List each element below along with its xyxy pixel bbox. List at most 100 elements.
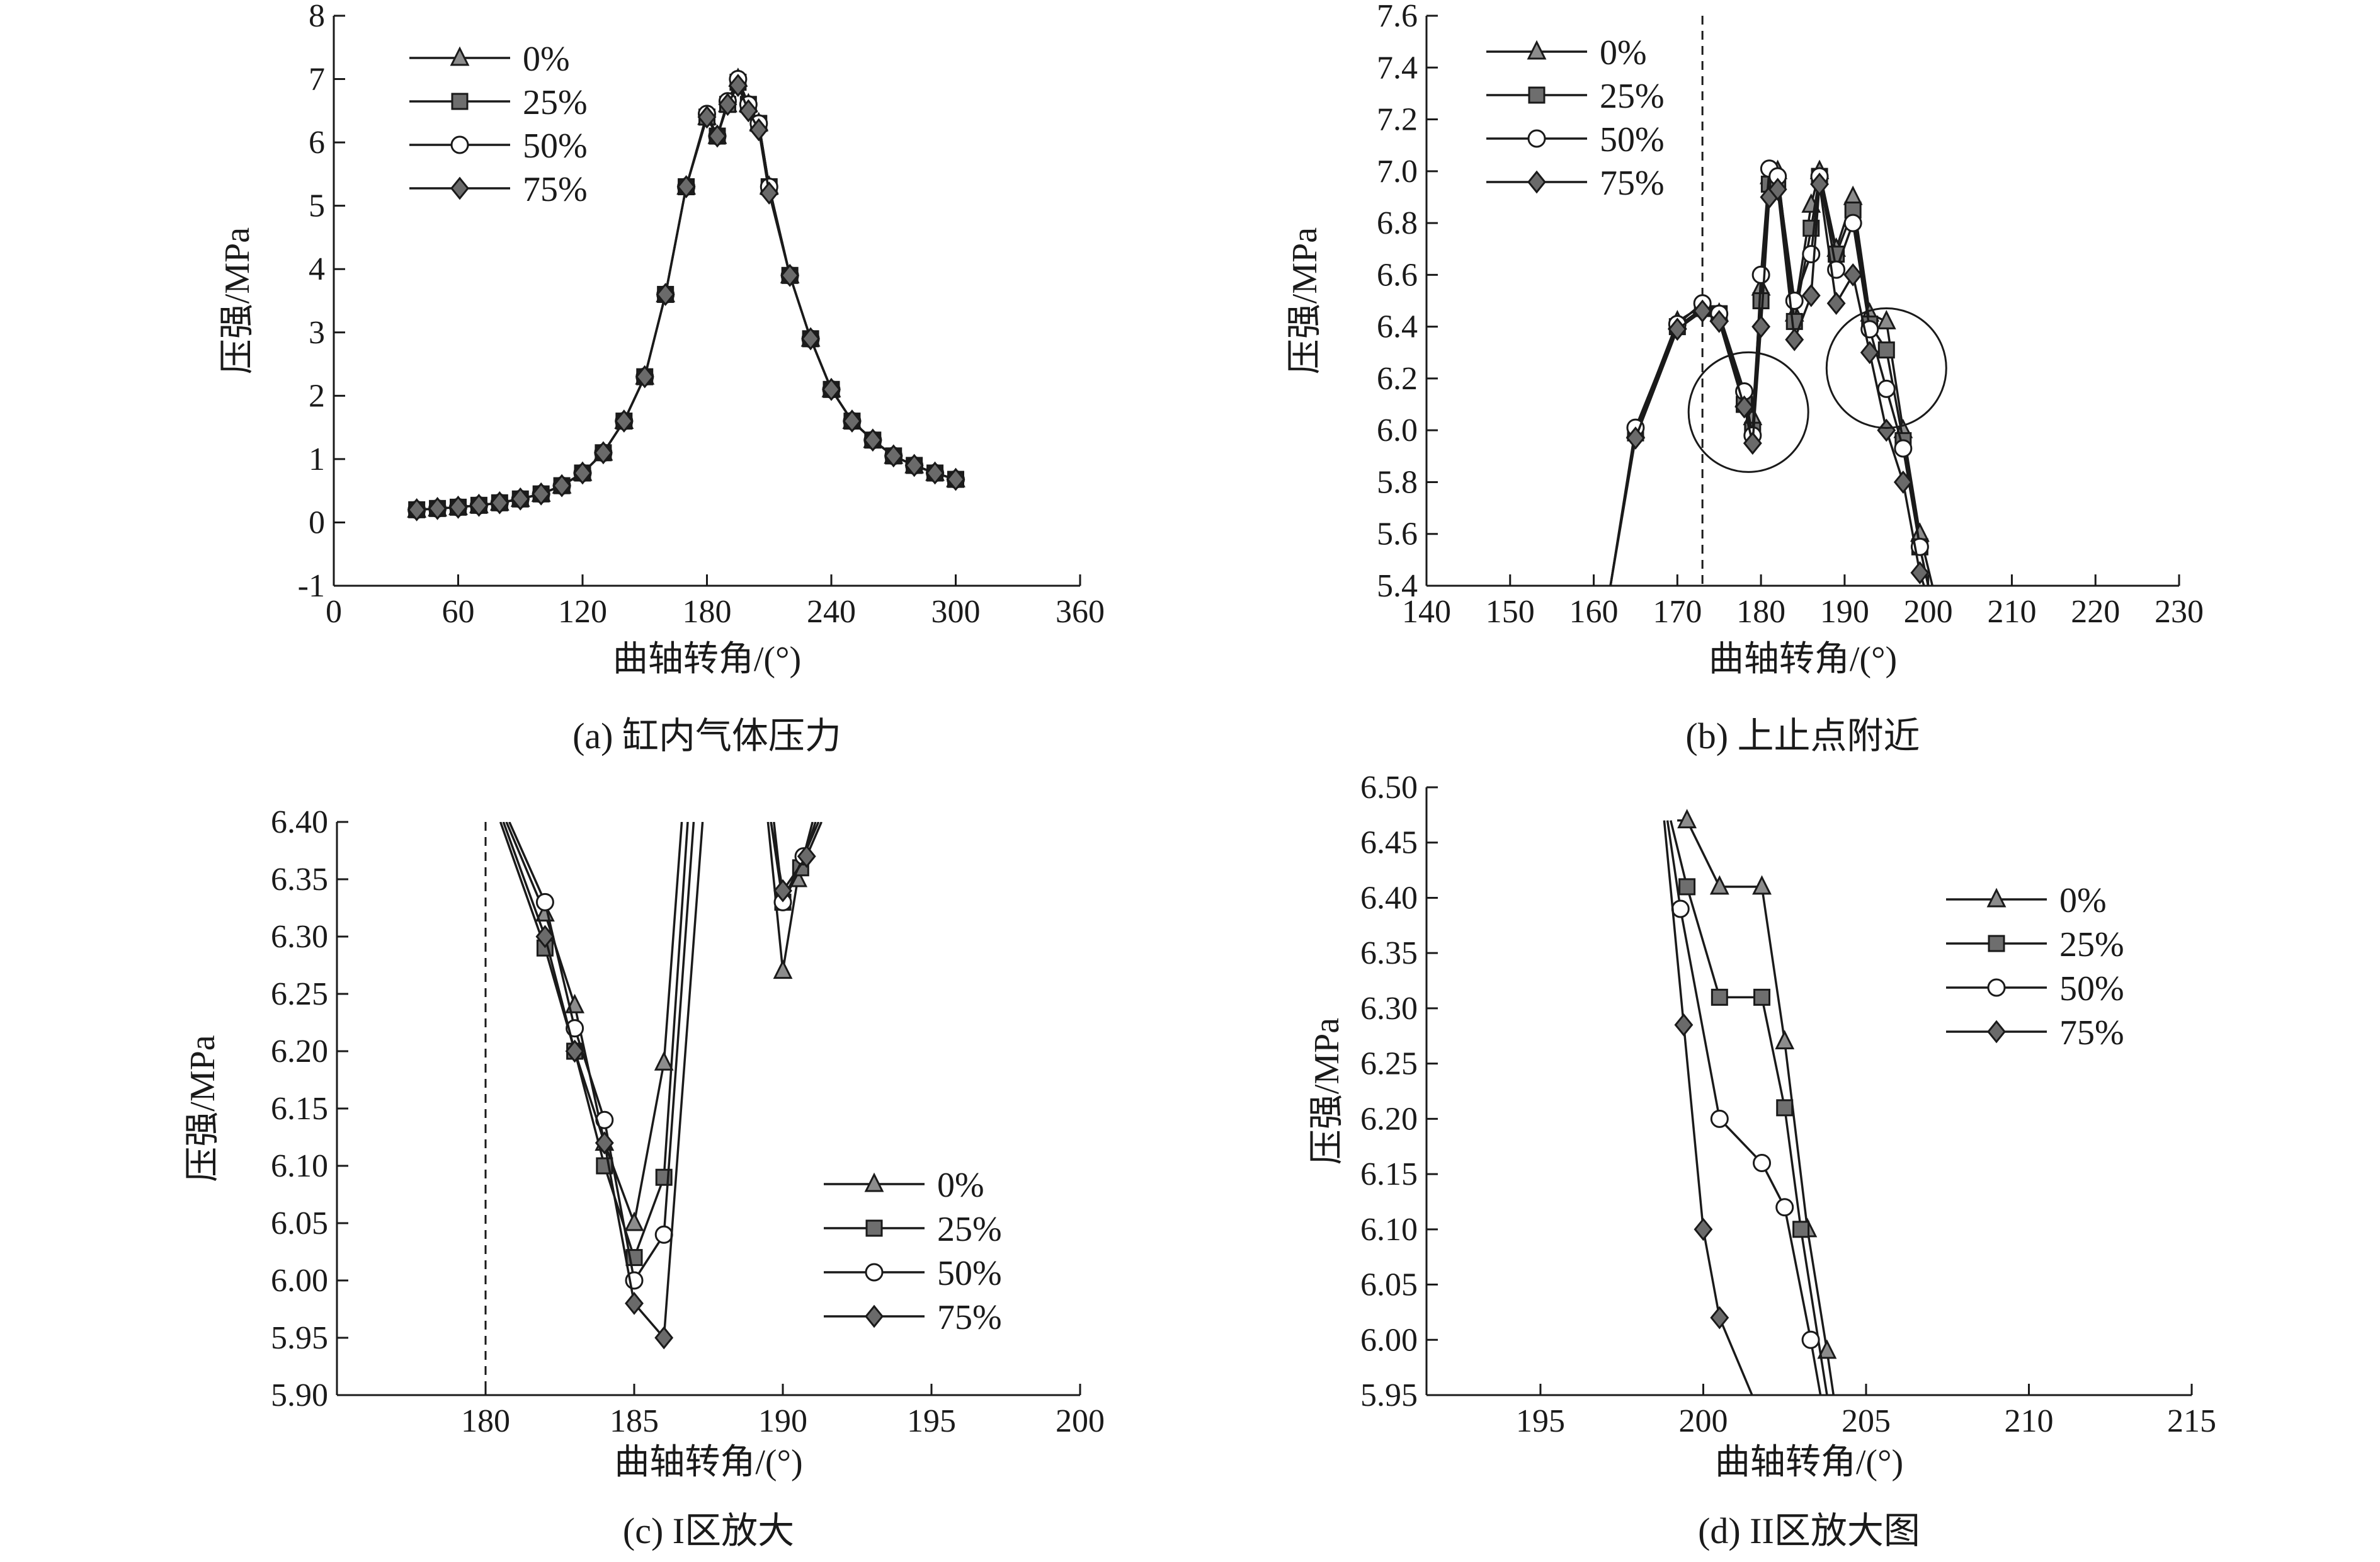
- y-tick-label: 6.35: [271, 862, 328, 898]
- x-tick-label: 170: [1653, 594, 1702, 630]
- data-point-75%: [1626, 426, 1645, 450]
- data-point-75%: [511, 487, 530, 511]
- x-tick-label: 210: [2004, 1403, 2053, 1439]
- x-tick-label: 205: [1842, 1403, 1891, 1439]
- plot-area: [407, 67, 965, 522]
- y-tick-label: 6.50: [1360, 770, 1418, 806]
- chart-panel-c: 180 185 190 195 200 5.90 5.95 6.00 6.05 6.10 6.15 6…: [183, 804, 1105, 1551]
- y-tick-label: -1: [298, 568, 325, 604]
- y-tick-label: 5.95: [271, 1320, 328, 1356]
- data-point-75%: [1910, 561, 1930, 584]
- data-point-25%: [1753, 988, 1771, 1006]
- x-tick-label: 140: [1402, 594, 1451, 630]
- y-tick-label: 7.2: [1377, 102, 1418, 138]
- data-point-75%: [842, 409, 862, 433]
- y-tick-label: 7: [309, 62, 325, 98]
- data-point-0%: [654, 1051, 674, 1071]
- y-tick-label: 6.40: [1360, 880, 1418, 916]
- data-point-75%: [1668, 317, 1687, 341]
- x-axis-label: 曲轴转角/(°): [1715, 1443, 1903, 1482]
- data-point-50%: [1671, 899, 1690, 918]
- data-point-75%: [925, 461, 945, 485]
- x-tick-label: 300: [931, 594, 981, 630]
- legend-marker-75%: [1527, 170, 1546, 194]
- data-point-50%: [1710, 1109, 1729, 1128]
- chart-panel-b: 140 150 160 170 180 190 200 210 220 230 5.4 5.6 5.8 6…: [1285, 0, 2204, 756]
- chart-panel-d: 195 200 205 210 215 5.95 6.00 6.05 6.10 6.15 6.20 6…: [1307, 770, 2216, 1551]
- legend-label: 75%: [937, 1298, 1002, 1337]
- y-tick-label: 6.15: [1360, 1156, 1418, 1192]
- data-point-75%: [863, 428, 882, 452]
- y-tick-label: 6.00: [1360, 1322, 1418, 1358]
- x-tick-label: 195: [907, 1403, 956, 1439]
- legend-label: 0%: [2059, 881, 2107, 920]
- series-line-75%: [1609, 183, 1925, 586]
- legend: 0% 25% 50% 75%: [824, 1166, 1002, 1337]
- x-tick-label: 195: [1516, 1403, 1565, 1439]
- y-tick-label: 7.0: [1377, 154, 1418, 190]
- data-point-25%: [1711, 988, 1728, 1006]
- data-point-75%: [904, 453, 924, 477]
- legend-label: 50%: [523, 127, 588, 166]
- y-tick-label: 5.95: [1360, 1377, 1418, 1413]
- legend-label: 0%: [937, 1166, 984, 1205]
- y-tick-label: 6.8: [1377, 205, 1418, 241]
- data-point-75%: [469, 493, 489, 517]
- y-tick-label: 6.30: [271, 919, 328, 955]
- x-tick-label: 220: [2071, 594, 2120, 630]
- data-point-50%: [1775, 1198, 1794, 1217]
- y-tick-label: 5.4: [1377, 568, 1418, 604]
- x-tick-label: 360: [1056, 594, 1105, 630]
- legend-marker-75%: [865, 1304, 884, 1328]
- y-tick-label: 6.10: [1360, 1212, 1418, 1248]
- data-point-75%: [407, 498, 426, 522]
- data-point-75%: [573, 461, 592, 485]
- y-tick-label: 4: [309, 251, 325, 287]
- data-point-75%: [797, 845, 816, 868]
- series-line-50%: [1666, 820, 1822, 1395]
- data-point-0%: [1775, 1030, 1795, 1050]
- x-tick-label: 60: [442, 594, 475, 630]
- data-point-75%: [1734, 395, 1754, 419]
- x-tick-label: 190: [758, 1403, 807, 1439]
- data-point-75%: [822, 377, 841, 401]
- x-tick-label: 180: [683, 594, 732, 630]
- y-tick-label: 6: [309, 125, 325, 161]
- legend-label: 50%: [937, 1254, 1002, 1293]
- y-axis-label: 压强/MPa: [183, 1035, 222, 1182]
- y-tick-label: 5.6: [1377, 516, 1418, 552]
- series-line-75%: [770, 822, 823, 892]
- data-point-75%: [1743, 431, 1762, 455]
- x-axis-label: 曲轴转角/(°): [613, 640, 801, 679]
- chart-panel-a: 0 60 120 180 240 300 360-1012345678曲轴转角/(°)压强/…: [218, 0, 1105, 756]
- data-point-75%: [1710, 1306, 1729, 1330]
- data-point-75%: [697, 105, 717, 129]
- data-point-0%: [624, 1211, 644, 1231]
- data-point-75%: [614, 409, 634, 433]
- data-point-75%: [946, 467, 965, 491]
- data-point-75%: [676, 175, 696, 198]
- x-tick-label: 180: [461, 1403, 510, 1439]
- panel-caption: (a) 缸内气体压力: [572, 715, 841, 756]
- data-point-50%: [535, 892, 554, 911]
- legend-label: 75%: [523, 170, 588, 209]
- data-point-0%: [1709, 875, 1729, 895]
- data-point-75%: [1893, 470, 1913, 494]
- y-tick-label: 5: [309, 188, 325, 224]
- data-point-75%: [635, 365, 654, 389]
- data-point-75%: [739, 99, 758, 123]
- legend-label: 25%: [1600, 77, 1665, 116]
- legend-label: 50%: [1600, 120, 1665, 159]
- legend: 0% 25% 50% 75%: [1946, 881, 2124, 1052]
- data-point-75%: [593, 441, 613, 465]
- data-point-0%: [1876, 310, 1896, 329]
- x-tick-label: 190: [1820, 594, 1869, 630]
- legend-marker-25%: [1988, 935, 2005, 952]
- data-point-50%: [1843, 214, 1862, 232]
- legend-marker-0%: [864, 1172, 884, 1192]
- data-point-0%: [773, 959, 793, 979]
- y-tick-label: 6.4: [1377, 309, 1418, 345]
- legend-marker-25%: [451, 93, 469, 110]
- data-point-50%: [654, 1225, 673, 1244]
- x-tick-label: 215: [2167, 1403, 2216, 1439]
